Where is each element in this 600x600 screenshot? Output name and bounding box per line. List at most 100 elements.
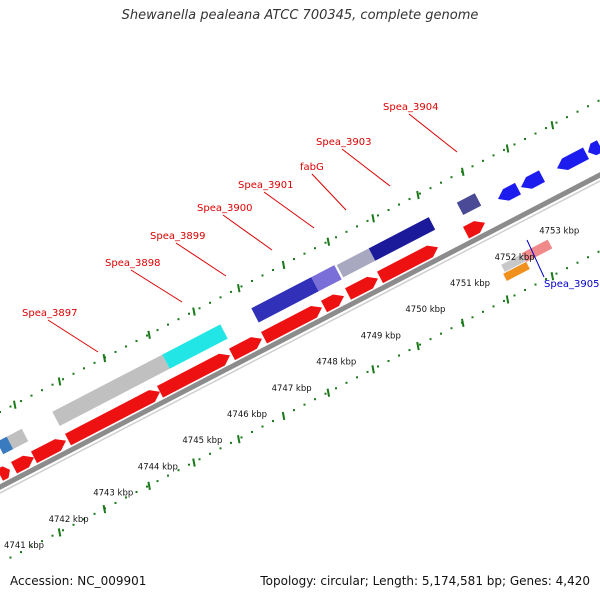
inner-major-tick xyxy=(102,504,107,514)
inner-tick-dot xyxy=(240,436,243,439)
inner-tick-dot xyxy=(219,447,222,450)
gene-block-spea3900-group xyxy=(251,277,319,323)
outer-tick-dot xyxy=(429,187,432,190)
gene-block-group xyxy=(501,253,526,272)
inner-tick-dot xyxy=(419,343,421,346)
outer-tick-dot xyxy=(471,165,474,168)
inner-tick-dot xyxy=(83,518,85,521)
gene-label: Spea_3898 xyxy=(105,258,160,269)
forward-cds xyxy=(345,276,378,300)
inner-tick-dot xyxy=(114,501,117,504)
outer-tick-dot xyxy=(503,148,505,151)
inner-tick-dot xyxy=(576,261,579,264)
outer-tick-dot xyxy=(30,394,33,397)
gene-block xyxy=(501,253,526,272)
outer-tick-dot xyxy=(408,198,411,201)
outer-tick-dot xyxy=(219,296,222,299)
forward-cds xyxy=(261,305,322,344)
inner-tick-dot xyxy=(450,327,453,330)
inner-tick-dot xyxy=(324,392,327,395)
inner-tick-dot xyxy=(261,425,264,428)
outer-major-tick xyxy=(416,190,420,200)
inner-tick-dot xyxy=(62,529,64,532)
outer-tick-dot xyxy=(209,301,211,304)
inner-tick-dot xyxy=(30,545,33,548)
gene-block-spea3904 xyxy=(456,193,482,216)
inner-tick-dot xyxy=(72,523,75,526)
leader-line xyxy=(526,239,545,278)
leader-line xyxy=(175,242,227,277)
forward-cds-group xyxy=(377,245,438,284)
forward-cds-group xyxy=(65,390,160,446)
backbone-shadow xyxy=(0,180,600,494)
outer-tick-dot xyxy=(335,236,337,239)
reverse-cds-group xyxy=(588,140,600,156)
reverse-cds xyxy=(557,147,589,170)
outer-tick-dot xyxy=(524,138,526,140)
inner-major-tick xyxy=(147,481,151,491)
outer-tick-dot xyxy=(555,121,558,124)
outer-tick-dot xyxy=(303,252,306,255)
gene-block xyxy=(6,428,29,450)
leader-line xyxy=(263,191,315,229)
ruler-label: 4741 kbp xyxy=(4,541,44,551)
outer-major-tick xyxy=(57,377,62,386)
gene-block-spea3897-group xyxy=(52,354,170,426)
inner-tick-dot xyxy=(377,365,379,368)
gene-block-group xyxy=(521,239,553,262)
leader-line xyxy=(47,319,99,353)
forward-cds-group xyxy=(31,439,67,464)
gene-label: Spea_3905 xyxy=(544,279,599,290)
outer-tick-dot xyxy=(419,192,421,195)
inner-major-tick xyxy=(326,388,331,397)
inner-tick-dot xyxy=(356,376,358,379)
forward-cds-group xyxy=(229,337,262,361)
leader-line xyxy=(341,148,391,187)
inner-tick-dot xyxy=(566,267,568,270)
outer-tick-dot xyxy=(261,274,264,277)
outer-major-tick xyxy=(461,167,465,176)
outer-tick-dot xyxy=(492,154,495,157)
outer-tick-dot xyxy=(62,378,64,381)
genome-backbone xyxy=(0,172,600,494)
ruler-label: 4751 kbp xyxy=(450,279,490,289)
inner-tick-dot xyxy=(429,338,432,341)
outer-tick-dot xyxy=(587,105,589,108)
gene-block-fabG xyxy=(336,248,376,278)
forward-cds xyxy=(65,390,160,446)
gene-label: fabG xyxy=(300,162,324,173)
ruler-labels: 4741 kbp 4742 kbp 4743 kbp 4744 kbp 4745 kbp… xyxy=(4,227,579,551)
forward-cds-group xyxy=(321,294,344,313)
inner-major-tick xyxy=(371,365,375,374)
outer-tick-dot xyxy=(482,159,484,162)
ruler-label: 4753 kbp xyxy=(539,227,579,237)
inner-tick-dot xyxy=(51,534,54,537)
outer-major-tick xyxy=(281,260,286,270)
gene-block-group xyxy=(6,428,29,450)
outer-major-tick xyxy=(192,307,196,316)
inner-tick-dot xyxy=(387,359,390,362)
inner-tick-dot xyxy=(534,283,537,286)
forward-cds xyxy=(157,353,230,398)
inner-tick-dot xyxy=(188,463,190,466)
gene-block-spea3903-group xyxy=(368,217,436,261)
gene-label: Spea_3900 xyxy=(197,203,252,214)
outer-tick-dot xyxy=(51,383,54,386)
ruler-label: 4742 kbp xyxy=(49,515,89,525)
outer-tick-dot xyxy=(240,285,243,288)
inner-tick-dot xyxy=(41,540,43,543)
inner-major-tick xyxy=(57,528,62,537)
inner-tick-dot xyxy=(230,441,232,444)
ruler-label: 4744 kbp xyxy=(138,462,178,472)
gene-labels: Spea_3897 Spea_3898 Spea_3899 Spea_3900 Spea… xyxy=(22,102,599,319)
outer-tick-dot xyxy=(293,258,295,261)
inner-tick-dot xyxy=(135,491,138,494)
reverse-cds-group xyxy=(557,147,589,170)
inner-tick-dot xyxy=(345,381,348,384)
inner-tick-dot xyxy=(366,370,369,373)
outer-major-tick xyxy=(147,330,151,340)
outer-tick-dot xyxy=(597,99,600,102)
inner-major-tick xyxy=(192,458,196,467)
backbone-line xyxy=(0,172,600,490)
outer-tick-dot xyxy=(146,334,148,337)
